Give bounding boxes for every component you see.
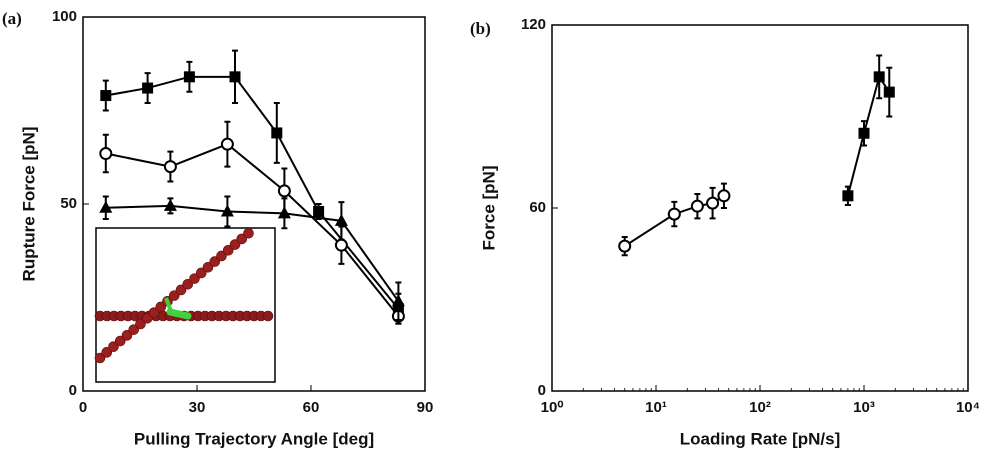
x-tick-label: 10³ xyxy=(853,399,875,416)
marker-circle xyxy=(99,147,113,161)
marker-circle xyxy=(706,196,720,210)
marker-circle xyxy=(334,238,348,252)
marker-circle xyxy=(667,207,681,221)
x-tick-label: 10⁴ xyxy=(956,399,980,416)
inset-bead xyxy=(182,278,194,290)
inset-bead xyxy=(101,347,113,358)
x-tick-label: 90 xyxy=(417,399,434,416)
marker-square xyxy=(271,127,283,139)
marker-triangle xyxy=(163,198,177,211)
inset-bead xyxy=(121,330,133,341)
marker-square xyxy=(183,71,195,83)
x-axis-label: Loading Rate [pN/s] xyxy=(680,429,841,448)
inset-image xyxy=(94,227,276,383)
inset-bead xyxy=(229,239,241,250)
inset-bead xyxy=(148,307,160,318)
y-tick-label: 0 xyxy=(69,382,77,399)
x-tick-label: 10² xyxy=(749,399,771,416)
x-tick-label: 0 xyxy=(79,399,87,416)
marker-circle xyxy=(220,137,234,151)
x-tick-label: 10¹ xyxy=(645,399,667,416)
inset-bead xyxy=(141,313,153,324)
marker-square xyxy=(100,90,112,102)
y-tick-label: 50 xyxy=(60,195,77,212)
marker-square xyxy=(858,127,870,139)
x-tick-label: 10⁰ xyxy=(541,399,564,416)
inset-bead xyxy=(168,290,180,301)
inset-bead xyxy=(222,244,234,256)
inset-bead xyxy=(209,256,221,267)
series-line xyxy=(105,204,400,302)
marker-circle xyxy=(618,239,632,253)
marker-square xyxy=(842,190,854,202)
marker-triangle xyxy=(334,213,348,226)
marker-triangle xyxy=(220,204,234,217)
inset-bead xyxy=(135,318,146,330)
inset-bead xyxy=(155,301,167,313)
x-axis-label: Pulling Trajectory Angle [deg] xyxy=(134,429,374,448)
y-axis-label: Rupture Force [pN] xyxy=(19,127,38,282)
marker-square xyxy=(873,71,885,83)
inset-bead xyxy=(216,250,227,262)
marker-circle xyxy=(163,160,177,174)
marker-circle xyxy=(277,184,291,198)
y-tick-label: 100 xyxy=(52,8,77,25)
series-line xyxy=(105,143,400,317)
inset-bead xyxy=(243,227,254,239)
inset-bead xyxy=(114,335,126,347)
marker-circle xyxy=(690,199,704,213)
inset-bead xyxy=(94,352,106,364)
marker-triangle xyxy=(277,206,291,219)
y-tick-label: 120 xyxy=(521,16,546,33)
inset-bead xyxy=(236,233,248,245)
x-tick-label: 30 xyxy=(189,399,206,416)
x-tick-label: 60 xyxy=(303,399,320,416)
y-tick-label: 60 xyxy=(529,199,546,216)
marker-triangle xyxy=(99,200,113,213)
y-axis-label: Force [pN] xyxy=(479,166,498,251)
marker-square xyxy=(883,86,895,98)
panel-label: (a) xyxy=(2,9,22,28)
inset-bond xyxy=(164,297,174,315)
marker-square xyxy=(229,71,241,83)
inset-bead xyxy=(175,284,187,296)
inset-bead xyxy=(202,261,214,273)
inset-bead xyxy=(262,310,274,322)
inset-bead xyxy=(128,324,140,335)
marker-square xyxy=(142,82,154,94)
panel-label: (b) xyxy=(470,19,491,38)
inset-bead xyxy=(195,267,207,279)
marker-triangle xyxy=(391,294,405,307)
inset-bead xyxy=(189,273,200,284)
marker-square xyxy=(313,205,325,217)
marker-circle xyxy=(717,189,731,203)
series-line xyxy=(846,74,891,197)
inset-frame xyxy=(95,227,276,383)
plot-frame xyxy=(551,24,969,392)
inset-bead xyxy=(108,341,119,352)
y-tick-label: 0 xyxy=(538,382,546,399)
